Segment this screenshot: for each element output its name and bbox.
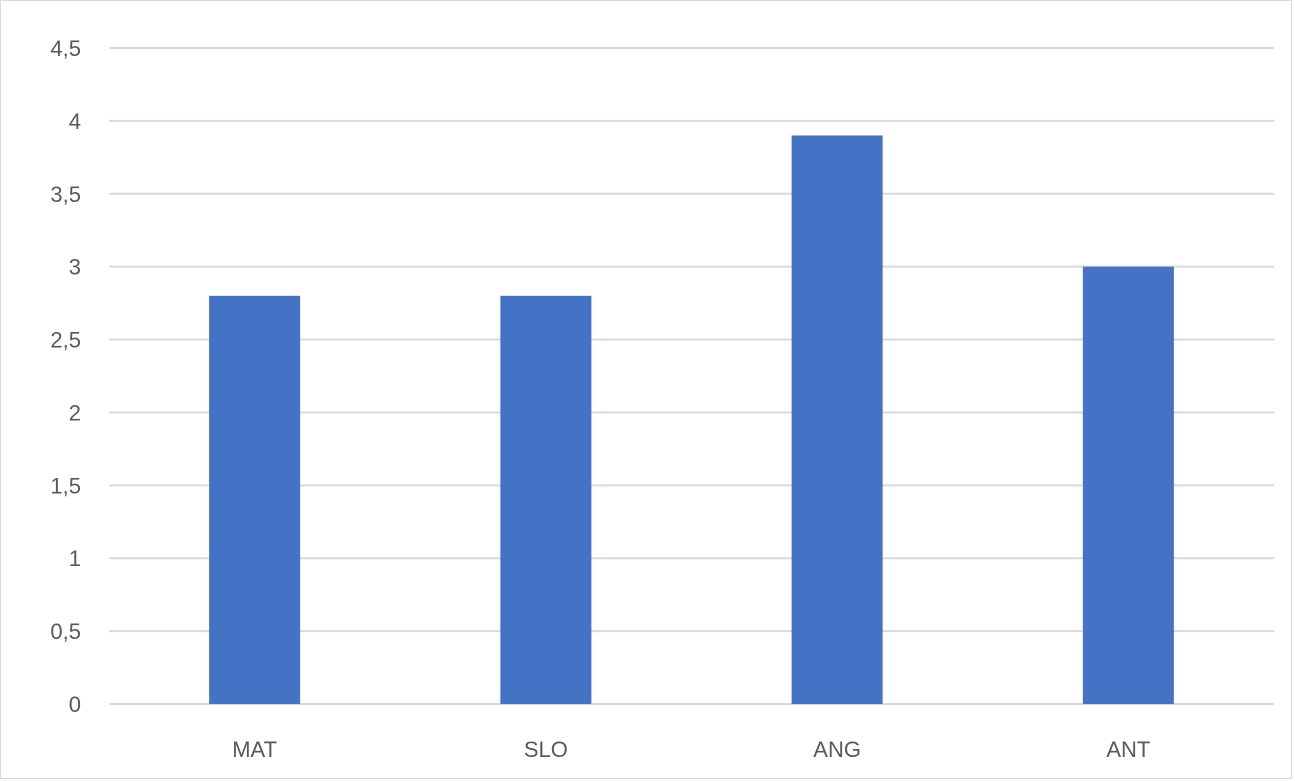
y-tick-label: 3,5 [50,182,81,207]
y-tick-label: 1 [69,546,81,571]
y-tick-label: 4 [69,109,81,134]
bars [209,135,1174,704]
y-axis-ticks: 0 0,5 1 1,5 2 2,5 3 3,5 4 4,5 [50,36,81,717]
y-tick-label: 2 [69,400,81,425]
y-tick-label: 2,5 [50,328,81,353]
gridlines [109,47,1274,705]
x-tick-label: ANG [813,737,861,762]
bar-slo [500,295,592,704]
x-tick-label: ANT [1106,737,1150,762]
y-tick-label: 4,5 [50,36,81,61]
x-tick-label: SLO [524,737,568,762]
y-tick-label: 0,5 [50,619,81,644]
y-tick-label: 3 [69,255,81,280]
bar-mat [209,295,301,704]
x-axis-ticks: MAT SLO ANG ANT [232,737,1150,762]
x-tick-label: MAT [232,737,277,762]
y-tick-label: 1,5 [50,473,81,498]
bar-ant [1082,266,1174,704]
y-tick-label: 0 [69,692,81,717]
bar-ang [791,135,883,704]
